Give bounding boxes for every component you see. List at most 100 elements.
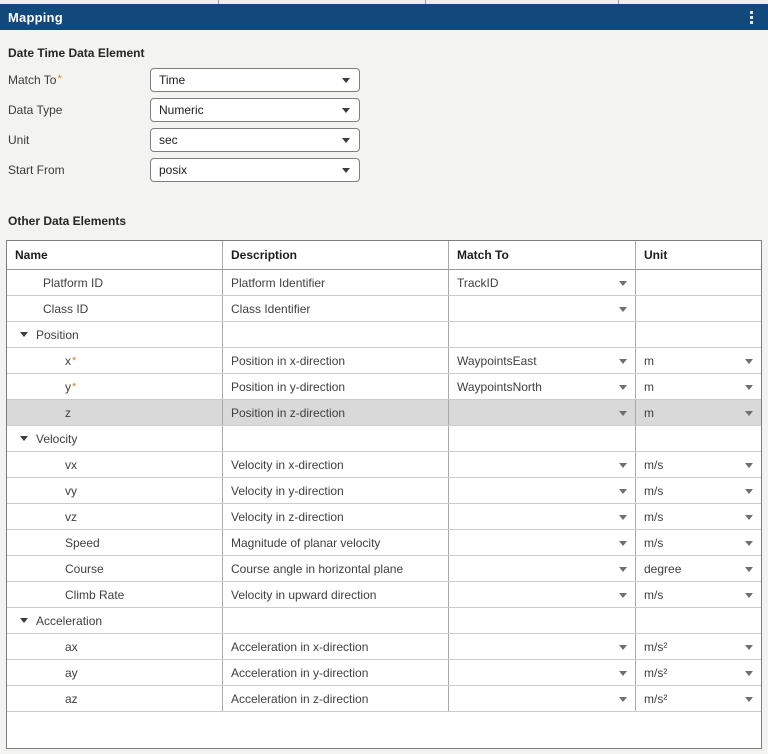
- table-row-vy[interactable]: vy Velocity in y-direction m/s: [7, 478, 761, 504]
- unit-dropdown[interactable]: m: [636, 400, 761, 425]
- description-cell: Velocity in y-direction: [223, 478, 449, 503]
- group-row-position[interactable]: Position: [7, 322, 761, 348]
- unit-dropdown[interactable]: m: [636, 348, 761, 373]
- match-to-dropdown[interactable]: [449, 530, 636, 555]
- table-row-vx[interactable]: vx Velocity in x-direction m/s: [7, 452, 761, 478]
- table-row-x[interactable]: x * Position in x-direction WaypointsEast m: [7, 348, 761, 374]
- data-type-value: Numeric: [159, 103, 204, 117]
- match-to-value: WaypointsEast: [457, 353, 537, 368]
- unit-dropdown[interactable]: m: [636, 374, 761, 399]
- match-to-dropdown[interactable]: [449, 400, 636, 425]
- match-to-dropdown[interactable]: [449, 504, 636, 529]
- dropdown-arrow-icon: [619, 514, 627, 520]
- row-description: Position in y-direction: [231, 379, 346, 394]
- collapse-triangle-icon[interactable]: [20, 618, 28, 623]
- match-to-label: Match To*: [8, 73, 62, 87]
- divider-tick: [218, 0, 219, 4]
- dropdown-arrow-icon: [745, 592, 753, 598]
- table-row-ax[interactable]: ax Acceleration in x-direction m/s²: [7, 634, 761, 660]
- table-row-platform-id[interactable]: Platform ID Platform Identifier TrackID: [7, 270, 761, 296]
- start-from-dropdown[interactable]: posix: [150, 158, 360, 182]
- table-row-vz[interactable]: vz Velocity in z-direction m/s: [7, 504, 761, 530]
- match-to-dropdown[interactable]: WaypointsEast: [449, 348, 636, 373]
- table-row-climb-rate[interactable]: Climb Rate Velocity in upward direction m/…: [7, 582, 761, 608]
- row-description: Acceleration in z-direction: [231, 691, 369, 706]
- table-row-y[interactable]: y * Position in y-direction WaypointsNorth m: [7, 374, 761, 400]
- unit-value: m/s: [644, 483, 664, 498]
- group-row-velocity[interactable]: Velocity: [7, 426, 761, 452]
- unit-dropdown[interactable]: m/s: [636, 504, 761, 529]
- required-asterisk: *: [57, 73, 62, 85]
- table-row-az[interactable]: az Acceleration in z-direction m/s²: [7, 686, 761, 712]
- dropdown-arrow-icon: [619, 540, 627, 546]
- match-to-dropdown[interactable]: [449, 296, 636, 321]
- match-to-dropdown[interactable]: [449, 478, 636, 503]
- start-from-label: Start From: [8, 163, 65, 177]
- row-description: Velocity in x-direction: [231, 457, 344, 472]
- unit-dropdown[interactable]: m/s²: [636, 660, 761, 685]
- table-row-class-id[interactable]: Class ID Class Identifier: [7, 296, 761, 322]
- table-empty-area: [7, 712, 761, 748]
- table-header-row: Name Description Match To Unit: [7, 241, 761, 270]
- table-row-speed[interactable]: Speed Magnitude of planar velocity m/s: [7, 530, 761, 556]
- dropdown-arrow-icon: [619, 566, 627, 572]
- row-name: y: [65, 379, 71, 394]
- description-cell: Platform Identifier: [223, 270, 449, 295]
- description-cell: Velocity in upward direction: [223, 582, 449, 607]
- row-name: Acceleration: [36, 613, 103, 628]
- match-to-dropdown[interactable]: [449, 660, 636, 685]
- unit-cell: [636, 426, 761, 451]
- start-from-row: Start From posix: [0, 158, 768, 182]
- unit-value: m/s: [644, 509, 664, 524]
- section-heading-datetime: Date Time Data Element: [8, 46, 145, 60]
- dropdown-arrow-icon: [745, 670, 753, 676]
- group-row-acceleration[interactable]: Acceleration: [7, 608, 761, 634]
- dropdown-arrow-icon: [745, 462, 753, 468]
- row-name: Class ID: [43, 301, 89, 316]
- match-to-dropdown[interactable]: [449, 634, 636, 659]
- unit-dropdown[interactable]: m/s: [636, 452, 761, 477]
- match-to-dropdown[interactable]: Time: [150, 68, 360, 92]
- name-cell: ay: [7, 660, 223, 685]
- table-row-course[interactable]: Course Course angle in horizontal plane de…: [7, 556, 761, 582]
- row-name: vx: [65, 457, 77, 472]
- unit-dropdown[interactable]: m/s: [636, 530, 761, 555]
- unit-dropdown[interactable]: m/s: [636, 582, 761, 607]
- unit-dropdown[interactable]: m/s²: [636, 686, 761, 711]
- kebab-menu-icon[interactable]: [745, 8, 758, 27]
- row-name: Climb Rate: [65, 587, 125, 602]
- unit-dropdown[interactable]: sec: [150, 128, 360, 152]
- table-row-z[interactable]: z Position in z-direction m: [7, 400, 761, 426]
- collapse-triangle-icon[interactable]: [20, 436, 28, 441]
- unit-dropdown[interactable]: m/s: [636, 478, 761, 503]
- column-header-unit: Unit: [644, 248, 668, 262]
- description-cell: [223, 426, 449, 451]
- row-name: az: [65, 691, 78, 706]
- dropdown-arrow-icon: [619, 358, 627, 364]
- unit-value: sec: [159, 133, 178, 147]
- unit-value: m/s²: [644, 665, 668, 680]
- name-cell: Platform ID: [7, 270, 223, 295]
- match-to-dropdown[interactable]: [449, 452, 636, 477]
- row-description: Position in x-direction: [231, 353, 346, 368]
- match-to-dropdown[interactable]: [449, 556, 636, 581]
- table-body: Platform ID Platform Identifier TrackID Cla…: [7, 270, 761, 712]
- data-type-dropdown[interactable]: Numeric: [150, 98, 360, 122]
- match-to-dropdown[interactable]: [449, 582, 636, 607]
- panel-titlebar: Mapping: [0, 4, 768, 30]
- collapse-triangle-icon[interactable]: [20, 332, 28, 337]
- dropdown-arrow-icon: [745, 410, 753, 416]
- table-row-ay[interactable]: ay Acceleration in y-direction m/s²: [7, 660, 761, 686]
- dropdown-arrow-icon: [745, 696, 753, 702]
- unit-dropdown[interactable]: m/s²: [636, 634, 761, 659]
- dropdown-arrow-icon: [619, 410, 627, 416]
- unit-value: m/s²: [644, 691, 668, 706]
- data-type-label: Data Type: [8, 103, 63, 117]
- match-to-dropdown[interactable]: WaypointsNorth: [449, 374, 636, 399]
- description-cell: Acceleration in x-direction: [223, 634, 449, 659]
- match-to-dropdown[interactable]: TrackID: [449, 270, 636, 295]
- match-to-dropdown[interactable]: [449, 686, 636, 711]
- row-description: Velocity in upward direction: [231, 587, 377, 602]
- row-description: Course angle in horizontal plane: [231, 561, 404, 576]
- unit-dropdown[interactable]: degree: [636, 556, 761, 581]
